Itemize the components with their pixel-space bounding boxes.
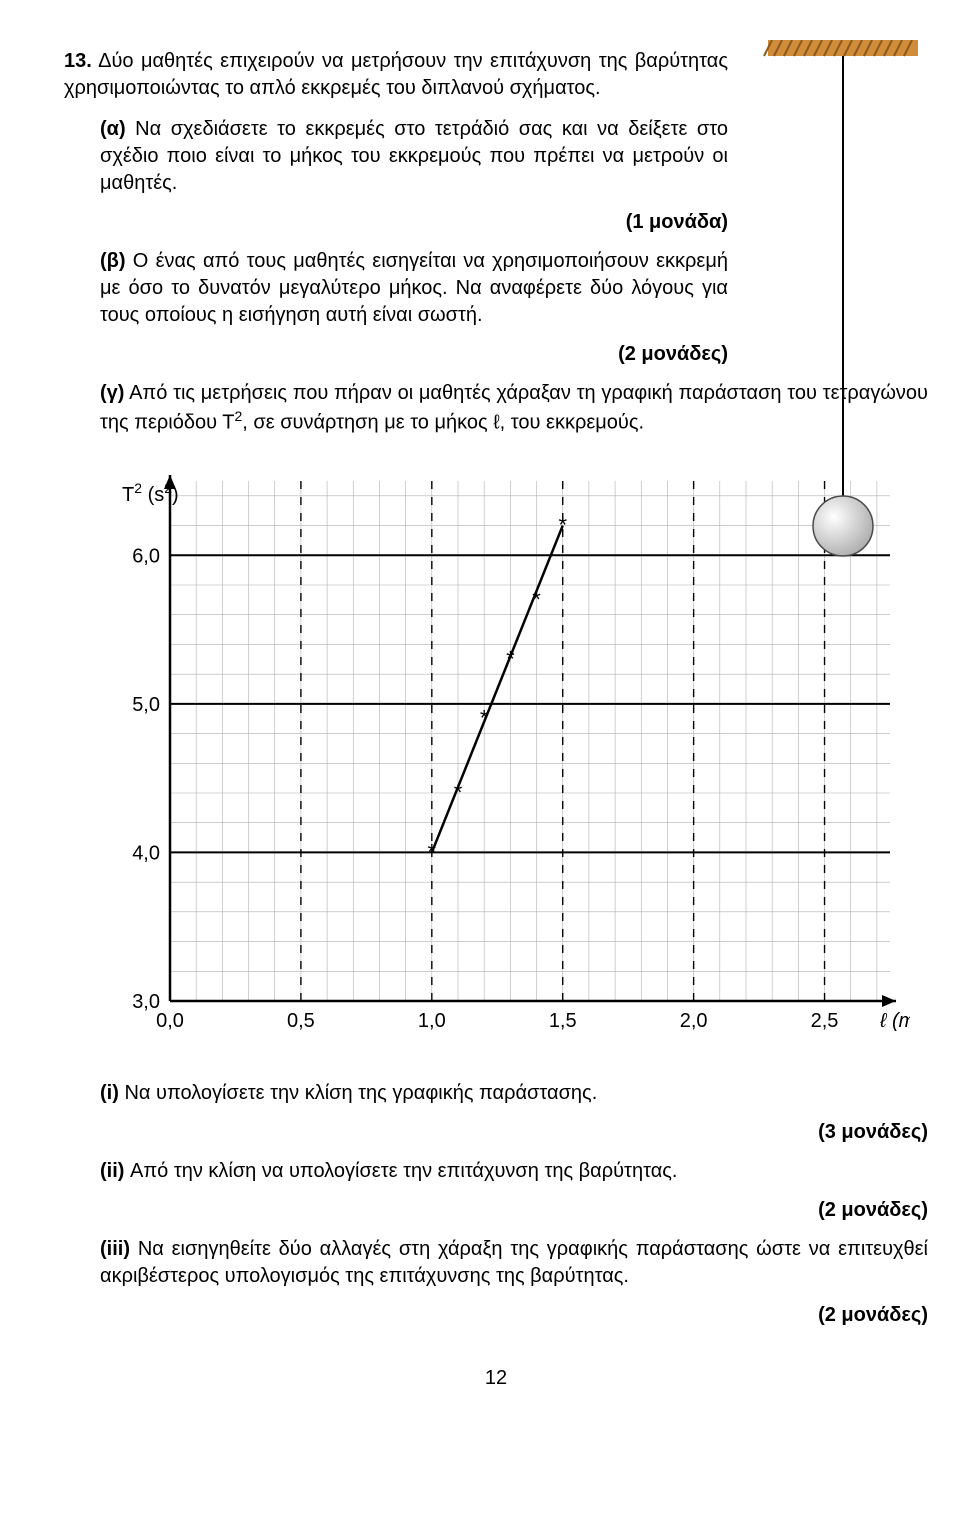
sub-iii-text: Να εισηγηθείτε δύο αλλαγές στη χάραξη τη… xyxy=(100,1238,928,1287)
svg-text:1,5: 1,5 xyxy=(549,1010,577,1032)
intro-text: Δύο μαθητές επιχειρούν να μετρήσουν την … xyxy=(64,50,728,99)
svg-text:6,0: 6,0 xyxy=(132,545,160,567)
svg-text:*: * xyxy=(480,705,489,730)
svg-text:*: * xyxy=(428,839,437,864)
svg-text:ℓ (m): ℓ (m) xyxy=(879,1010,910,1032)
part-a-label: (α) xyxy=(100,118,126,140)
question-13: 13. Δύο μαθητές επιχειρούν να μετρήσουν … xyxy=(64,48,928,1390)
svg-text:*: * xyxy=(454,780,463,805)
sub-ii-text: Από την κλίση να υπολογίσετε την επιτάχυ… xyxy=(130,1160,677,1182)
part-b-label: (β) xyxy=(100,250,126,272)
svg-text:*: * xyxy=(558,512,567,537)
sub-ii-score: (2 μονάδες) xyxy=(64,1199,928,1222)
sub-ii: (ii) Από την κλίση να υπολογίσετε την επ… xyxy=(64,1158,928,1185)
svg-text:0,5: 0,5 xyxy=(287,1010,315,1032)
svg-text:4,0: 4,0 xyxy=(132,842,160,864)
svg-text:*: * xyxy=(506,646,515,671)
part-a-text: Να σχεδιάσετε το εκκρεμές στο τετράδιό σ… xyxy=(100,118,728,194)
svg-text:5,0: 5,0 xyxy=(132,694,160,716)
svg-text:2,0: 2,0 xyxy=(680,1010,708,1032)
sub-ii-label: (ii) xyxy=(100,1160,124,1182)
svg-text:0,0: 0,0 xyxy=(156,1010,184,1032)
question-number: 13. xyxy=(64,50,92,72)
sub-iii-score: (2 μονάδες) xyxy=(64,1304,928,1327)
sub-i: (i) Να υπολογίσετε την κλίση της γραφική… xyxy=(64,1080,928,1107)
pendulum-diagram xyxy=(758,40,928,560)
svg-text:3,0: 3,0 xyxy=(132,991,160,1013)
part-b-text: Ο ένας από τους μαθητές εισηγείται να χρ… xyxy=(100,250,728,326)
sub-iii-label: (iii) xyxy=(100,1238,130,1260)
page-number: 12 xyxy=(64,1367,928,1390)
svg-text:2,5: 2,5 xyxy=(811,1010,839,1032)
part-c-label: (γ) xyxy=(100,382,124,404)
part-c-text-post: , σε συνάρτηση με το μήκος ℓ, του εκκρεμ… xyxy=(242,412,644,434)
sub-i-label: (i) xyxy=(100,1082,119,1104)
svg-text:1,0: 1,0 xyxy=(418,1010,446,1032)
svg-text:*: * xyxy=(532,587,541,612)
sub-i-text: Να υπολογίσετε την κλίση της γραφικής πα… xyxy=(124,1082,597,1104)
sub-i-score: (3 μονάδες) xyxy=(64,1121,928,1144)
sub-iii: (iii) Να εισηγηθείτε δύο αλλαγές στη χάρ… xyxy=(64,1236,928,1290)
